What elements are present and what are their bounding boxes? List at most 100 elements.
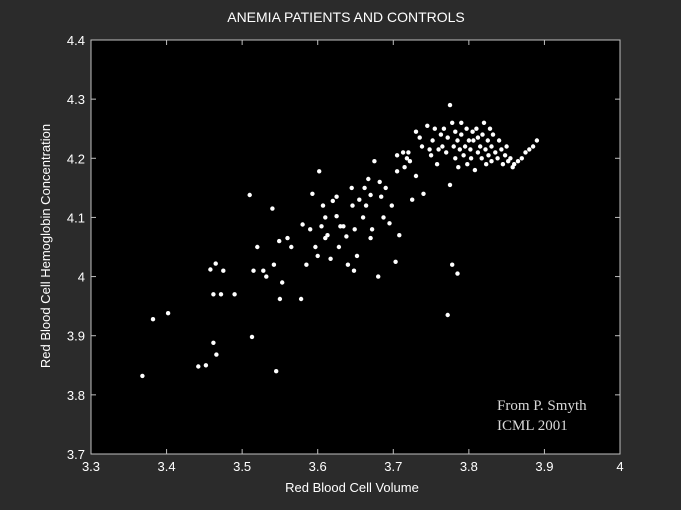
axis-ticks: 3.3 3.4 3.5 3.6 3.7 3.8 3.9 4 3.7 3.8 3.9 4 4.1 4.2 4.… xyxy=(67,33,624,474)
data-point xyxy=(453,129,458,134)
y-tick-label: 3.7 xyxy=(67,447,85,462)
data-point xyxy=(445,312,450,318)
data-point xyxy=(462,144,468,149)
data-point xyxy=(534,138,540,143)
y-tick-label: 3.9 xyxy=(67,329,85,344)
data-point xyxy=(345,262,351,267)
data-point xyxy=(208,267,213,272)
x-axis-label: Red Blood Cell Volume xyxy=(285,480,419,495)
data-point xyxy=(247,192,252,198)
data-point xyxy=(495,156,500,161)
data-point xyxy=(203,363,209,368)
data-point xyxy=(381,215,386,220)
data-point xyxy=(344,234,349,239)
data-points xyxy=(140,102,540,379)
data-point xyxy=(261,268,266,273)
data-point xyxy=(465,162,470,167)
source-annotation-line-1: From P. Smyth xyxy=(497,398,587,414)
data-point xyxy=(441,126,447,131)
data-point xyxy=(325,233,330,238)
x-tick-label: 3.8 xyxy=(460,459,478,474)
x-tick-label: 3.4 xyxy=(158,459,176,474)
data-point xyxy=(489,159,494,164)
data-point xyxy=(481,120,487,126)
data-point xyxy=(334,214,339,219)
data-point xyxy=(500,162,506,167)
data-point xyxy=(214,352,219,357)
data-point xyxy=(504,144,509,149)
data-point xyxy=(165,311,171,316)
data-point xyxy=(480,132,485,137)
data-point xyxy=(368,235,373,241)
x-tick-label: 3.5 xyxy=(233,459,251,474)
y-tick-label: 4 xyxy=(78,270,85,285)
data-point xyxy=(478,144,483,149)
data-point xyxy=(523,150,528,155)
y-tick-label: 4.2 xyxy=(67,151,85,166)
data-point xyxy=(274,369,279,374)
data-point xyxy=(519,156,524,161)
data-point xyxy=(357,197,362,202)
data-point xyxy=(406,150,411,155)
data-point xyxy=(407,159,413,164)
data-point xyxy=(369,227,375,232)
data-point xyxy=(436,147,441,152)
data-point xyxy=(450,262,455,267)
data-point xyxy=(349,185,354,191)
data-point xyxy=(264,274,269,279)
data-point xyxy=(457,147,462,152)
data-point xyxy=(334,194,339,199)
data-point xyxy=(404,156,410,161)
data-point xyxy=(362,185,367,191)
y-tick-label: 4.3 xyxy=(67,92,85,107)
x-tick-label: 3.9 xyxy=(535,459,553,474)
data-point xyxy=(502,153,508,158)
data-point xyxy=(413,129,419,134)
data-point xyxy=(453,156,458,161)
data-point xyxy=(218,292,224,297)
x-tick-label: 4 xyxy=(616,459,623,474)
data-point xyxy=(360,215,366,220)
data-point xyxy=(447,102,453,108)
data-point xyxy=(530,144,536,149)
data-point xyxy=(474,126,479,131)
data-point xyxy=(394,153,400,158)
data-point xyxy=(277,296,283,302)
data-point xyxy=(413,173,419,179)
data-point xyxy=(496,138,502,143)
x-tick-label: 3.7 xyxy=(384,459,402,474)
data-point xyxy=(310,191,315,196)
data-point xyxy=(512,162,517,167)
data-point xyxy=(341,224,346,229)
data-point xyxy=(350,203,355,208)
y-tick-label: 4.1 xyxy=(67,210,85,225)
data-point xyxy=(432,126,437,131)
data-point xyxy=(489,144,494,149)
data-point xyxy=(221,268,226,273)
data-point xyxy=(249,334,255,340)
data-point xyxy=(317,169,322,174)
data-point xyxy=(410,197,415,202)
data-point xyxy=(315,253,320,259)
data-point xyxy=(277,238,282,244)
data-point xyxy=(232,292,237,297)
data-point xyxy=(493,150,498,155)
data-point xyxy=(464,126,469,131)
data-point xyxy=(402,165,407,170)
data-point xyxy=(438,132,444,137)
data-point xyxy=(319,224,324,229)
data-point xyxy=(328,256,333,261)
x-tick-label: 3.6 xyxy=(309,459,327,474)
chart-title: ANEMIA PATIENTS AND CONTROLS xyxy=(227,9,465,25)
y-tick-label: 3.8 xyxy=(67,388,85,403)
data-point xyxy=(213,261,218,266)
data-point xyxy=(447,182,453,188)
data-point xyxy=(352,227,357,232)
data-point xyxy=(461,153,466,158)
data-point xyxy=(280,280,285,285)
data-point xyxy=(313,244,318,250)
data-point xyxy=(490,132,496,137)
data-point xyxy=(298,296,304,302)
